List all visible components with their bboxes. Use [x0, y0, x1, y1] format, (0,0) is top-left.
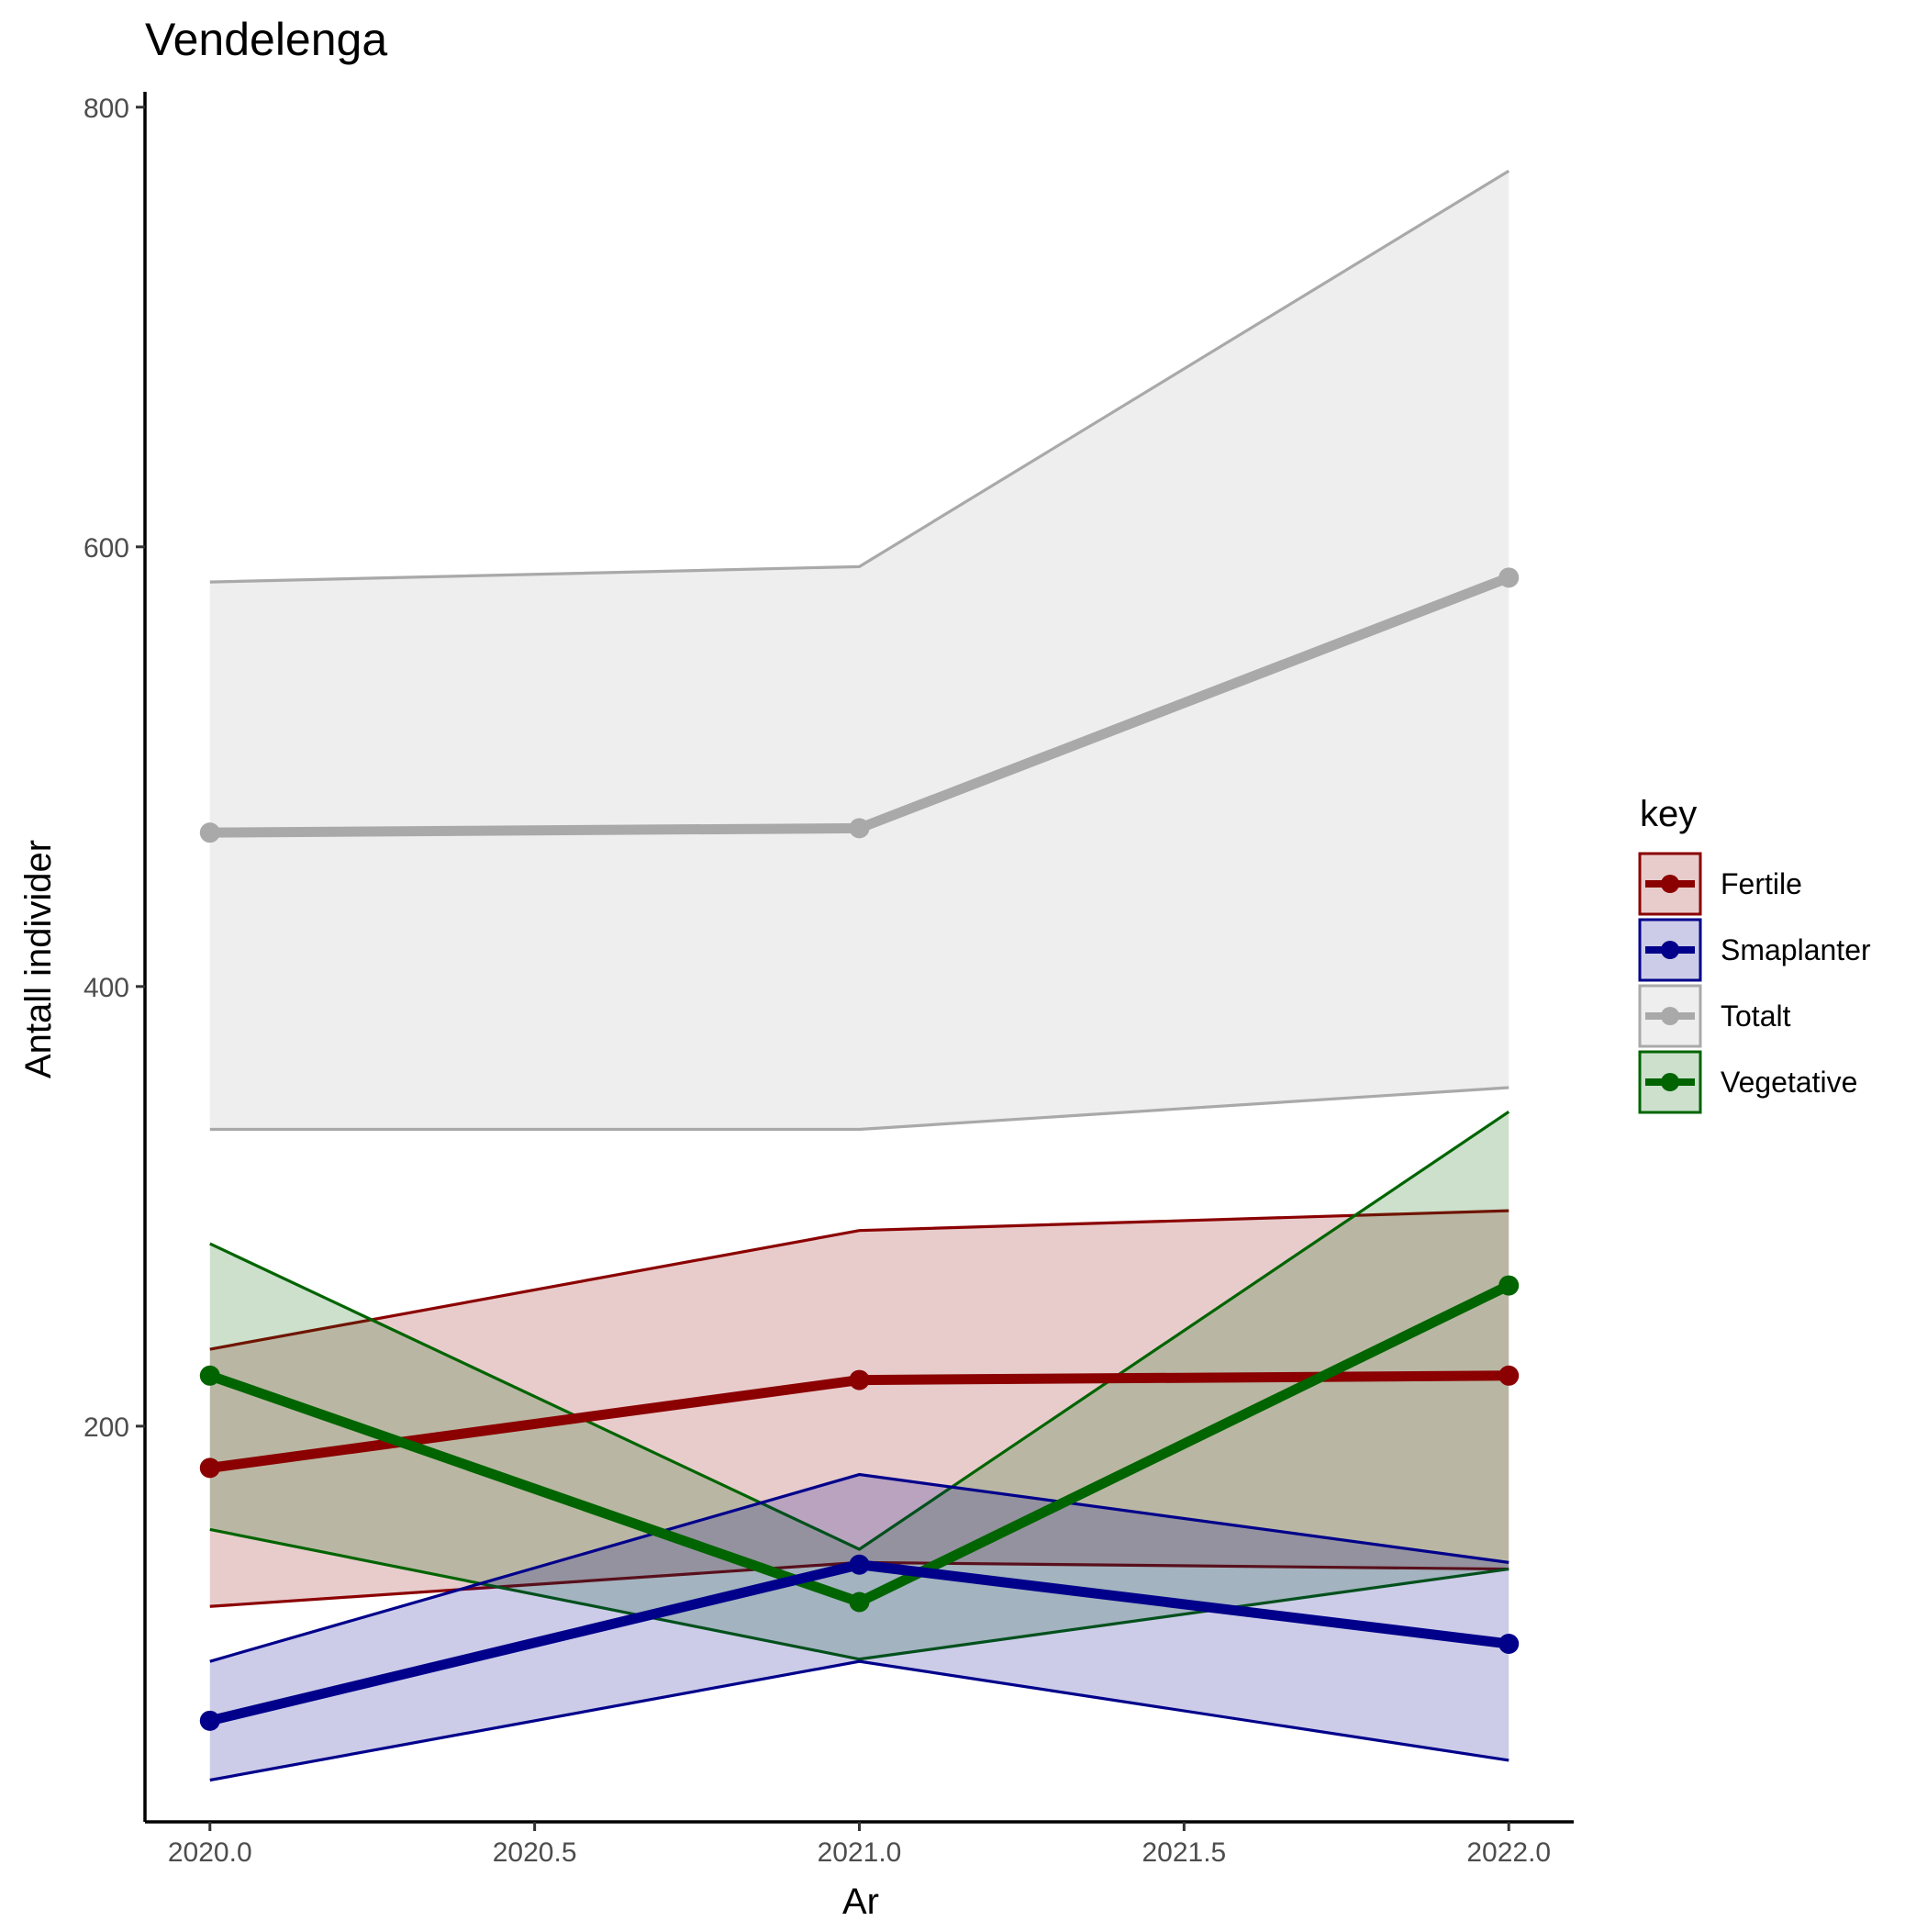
series-points: [199, 567, 1520, 1731]
legend-marker-fertile: [1661, 875, 1679, 893]
band-fertile: [209, 1211, 1509, 1607]
point-vegetative-2020: [199, 1365, 220, 1386]
legend-title: key: [1640, 794, 1697, 834]
legend-item-fertile: Fertile: [1638, 852, 1802, 916]
point-fertile-2022: [1498, 1365, 1520, 1386]
x-tick-label: 2020.0: [168, 1837, 252, 1868]
point-smaplanter-2021: [849, 1554, 870, 1575]
chart-title: Vendelenga: [145, 14, 387, 65]
point-vegetative-2021: [849, 1591, 870, 1613]
point-smaplanter-2020: [199, 1710, 220, 1731]
band-upper-smaplanter: [209, 1472, 1509, 1663]
band-smaplanter: [209, 1474, 1509, 1781]
point-smaplanter-2022: [1498, 1633, 1520, 1654]
band-lower-smaplanter: [209, 1659, 1509, 1782]
band-upper-vegetative: [209, 1111, 1510, 1551]
legend-label-totalt: Totalt: [1721, 1000, 1791, 1033]
x-tick-label: 2021.0: [818, 1837, 902, 1868]
y-tick-label: 200: [84, 1413, 129, 1443]
x-tick-label: 2022.0: [1466, 1837, 1551, 1868]
x-tick-label: 2021.5: [1142, 1837, 1226, 1868]
band-lower-totalt: [209, 1086, 1509, 1132]
legend-item-totalt: Totalt: [1638, 984, 1791, 1048]
legend-item-smaplanter: Smaplanter: [1638, 918, 1871, 982]
point-totalt-2022: [1498, 567, 1520, 588]
y-tick-label: 400: [84, 973, 129, 1003]
y-axis-title: Antall individer: [18, 840, 59, 1078]
band-lower-vegetative: [209, 1527, 1509, 1661]
legend-label-fertile: Fertile: [1721, 867, 1802, 900]
point-vegetative-2022: [1498, 1275, 1520, 1296]
band-upper-fertile: [209, 1209, 1509, 1351]
y-tick-label: 800: [84, 94, 129, 124]
point-fertile-2021: [849, 1369, 870, 1390]
point-totalt-2020: [199, 822, 220, 843]
x-axis-title: Ar: [842, 1882, 879, 1922]
band-totalt: [209, 171, 1509, 1130]
legend-marker-smaplanter: [1661, 941, 1679, 959]
legend-marker-vegetative: [1661, 1073, 1679, 1091]
point-fertile-2020: [199, 1457, 220, 1479]
legend-label-vegetative: Vegetative: [1721, 1066, 1857, 1099]
legend: key Fertile Smaplanter Totalt Vegetative: [1638, 794, 1871, 1114]
legend-label-smaplanter: Smaplanter: [1721, 933, 1871, 966]
axes: 2020.0 2020.5 2021.0 2021.5 2022.0 200 400 600 8…: [84, 92, 1574, 1868]
band-upper-totalt: [209, 169, 1510, 584]
legend-item-vegetative: Vegetative: [1638, 1050, 1857, 1114]
x-tick-label: 2020.5: [493, 1837, 577, 1868]
legend-marker-totalt: [1661, 1007, 1679, 1025]
confidence-bands: [209, 169, 1510, 1782]
y-tick-label: 600: [84, 533, 129, 564]
band-vegetative: [209, 1111, 1509, 1659]
point-totalt-2021: [849, 818, 870, 839]
